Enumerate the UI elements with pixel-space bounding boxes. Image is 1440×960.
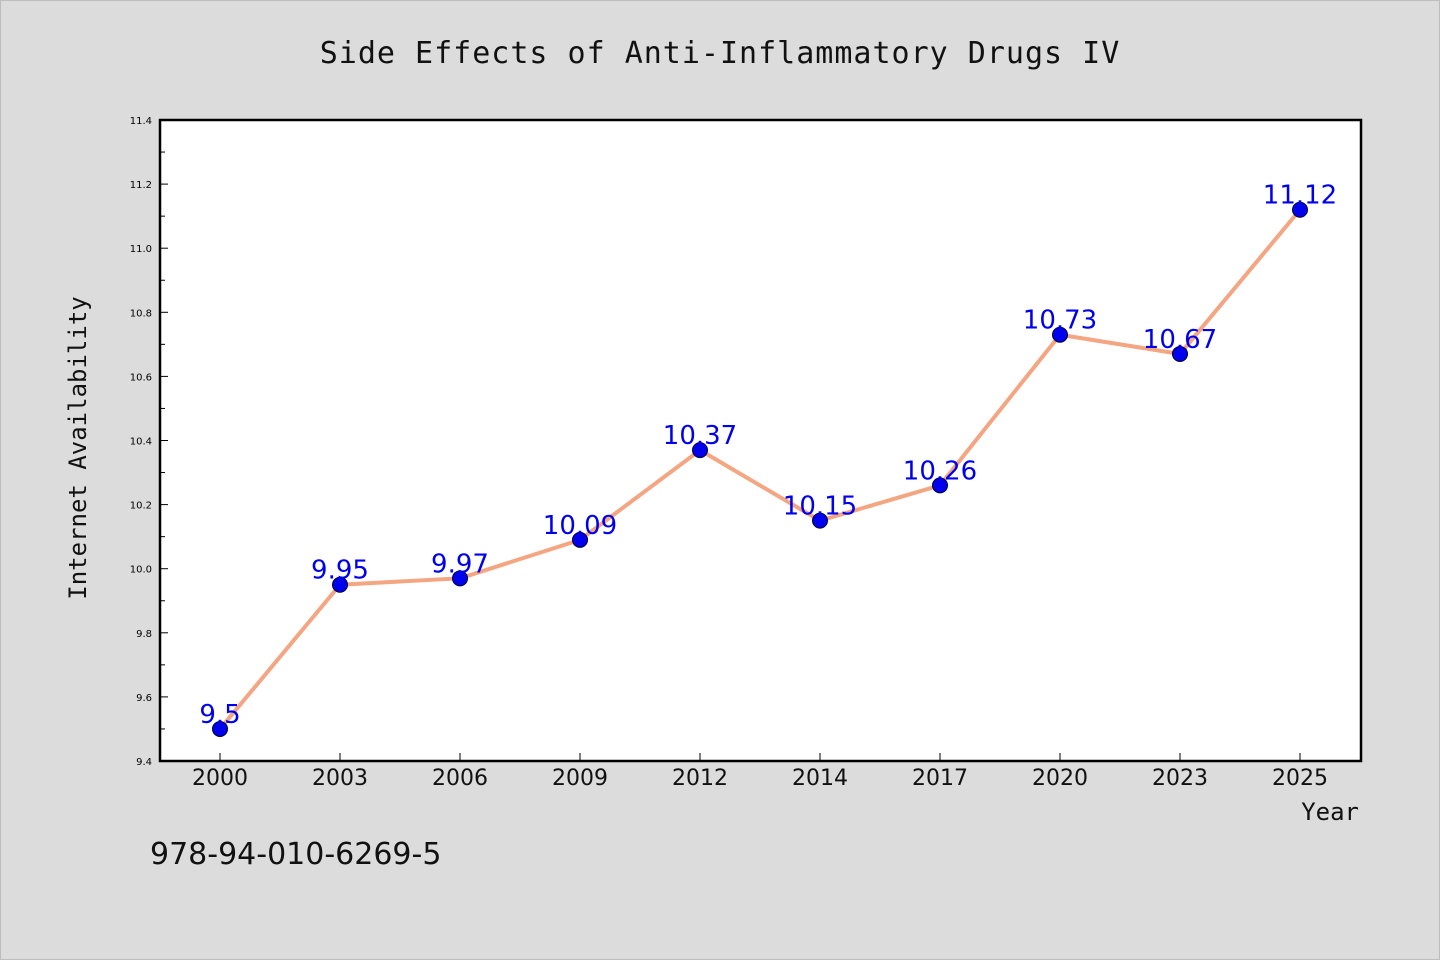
data-label: 10.26 [903,456,977,486]
y-tick-label: 11.0 [130,244,152,255]
data-point [1172,345,1188,362]
x-tick-label: 2025 [1272,766,1328,791]
x-tick-label: 2003 [312,766,368,791]
data-label: 9.5 [199,700,240,730]
data-point [1292,201,1308,218]
isbn-annotation: 978-94-010-6269-5 [150,837,441,872]
data-label: 9.95 [311,556,369,586]
data-label: 10.67 [1143,325,1217,355]
data-label: 10.09 [543,511,617,541]
data-point [812,512,828,529]
x-tick-label: 2006 [432,766,488,791]
y-tick-label: 10.4 [130,437,152,448]
series-markers [212,201,1308,737]
x-axis: 2000 2003 2006 2009 2012 2014 2017 2020 2023 2025 [192,753,1328,791]
x-tick-label: 2000 [192,766,248,791]
y-tick-label: 10.6 [130,372,152,383]
data-label: 10.37 [663,421,737,451]
data-label: 9.97 [431,549,489,579]
y-tick-label: 11.4 [130,116,152,127]
x-tick-label: 2014 [792,766,848,791]
x-axis-title: Year [1301,798,1359,826]
x-tick-label: 2023 [1152,766,1208,791]
x-tick-label: 2012 [672,766,728,791]
x-tick-label: 2020 [1032,766,1088,791]
x-tick-label: 2017 [912,766,968,791]
y-tick-label: 9.4 [136,757,152,768]
y-tick-label: 10.8 [130,308,152,319]
y-axis: 9.4 9.6 9.8 10.0 10.2 10.4 10.6 10.8 11.0 11.2 11.… [130,116,168,768]
data-labels: 9.5 9.95 9.97 10.09 10.37 10.15 10.26 10.73 10.6… [199,181,1337,730]
y-tick-label: 9.8 [136,629,152,640]
data-point [1052,326,1068,343]
data-point [572,531,588,548]
plot-area [158,118,1363,763]
y-tick-label: 10.2 [130,501,152,512]
chart-title: Side Effects of Anti-Inflammatory Drugs … [320,36,1121,71]
data-point [452,570,468,587]
y-tick-label: 10.0 [130,565,152,576]
data-label: 10.73 [1023,306,1097,336]
data-label: 11.12 [1263,181,1337,211]
x-tick-label: 2009 [552,766,608,791]
y-axis-title: Internet Availability [64,296,92,599]
data-label: 10.15 [783,492,857,522]
data-point [932,477,948,494]
y-tick-label: 11.2 [130,180,152,191]
series-line [218,208,1302,731]
data-point [692,442,708,459]
data-point [212,720,228,737]
data-point [332,576,348,593]
y-tick-label: 9.6 [136,693,152,704]
